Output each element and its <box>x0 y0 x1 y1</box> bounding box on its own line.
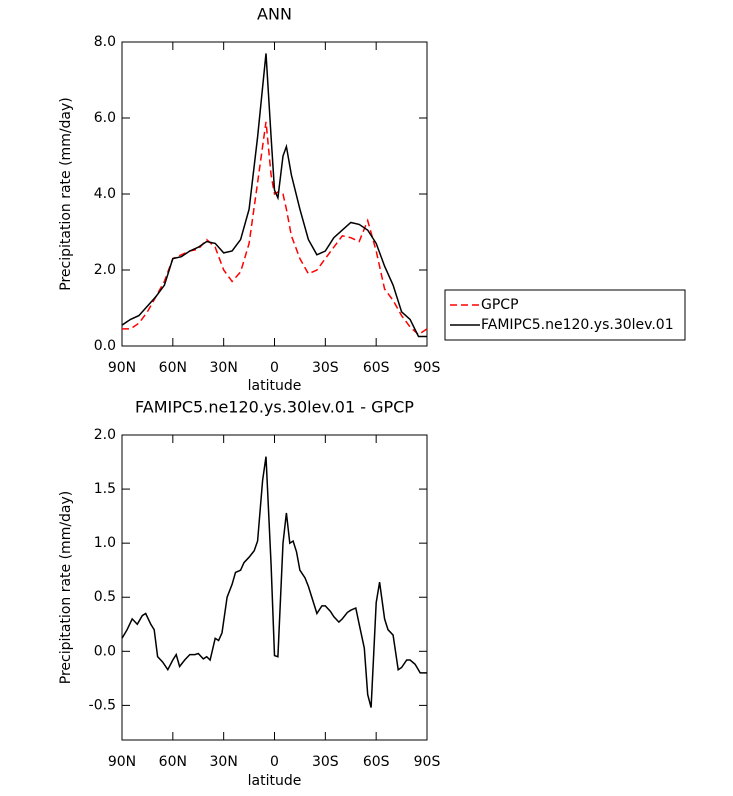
x-tick-label: 0 <box>270 360 279 376</box>
x-axis-label: latitude <box>248 773 302 789</box>
legend-label: GPCP <box>481 297 519 313</box>
y-axis-label: Precipitation rate (mm/day) <box>58 491 74 685</box>
y-tick-label: 2.0 <box>94 427 116 443</box>
x-tick-label: 90S <box>414 754 441 770</box>
x-tick-label: 90S <box>414 360 441 376</box>
x-axis-label: latitude <box>248 378 302 394</box>
x-tick-label: 60N <box>159 360 187 376</box>
x-tick-label: 0 <box>270 754 279 770</box>
chart-title: ANN <box>257 5 292 24</box>
legend-frame <box>444 289 686 341</box>
data-line <box>121 456 427 708</box>
data-line <box>122 121 428 336</box>
x-tick-label: 60N <box>159 754 187 770</box>
y-tick-label: 0.0 <box>94 643 116 659</box>
data-line <box>121 53 427 338</box>
y-axis-label: Precipitation rate (mm/day) <box>58 97 74 291</box>
x-tick-label: 30S <box>312 754 339 770</box>
y-tick-label: 0.0 <box>94 338 116 354</box>
y-tick-label: 0.5 <box>94 589 116 605</box>
x-tick-label: 90N <box>108 360 136 376</box>
y-tick-label: 1.5 <box>94 481 116 497</box>
y-tick-label: 2.0 <box>94 262 116 278</box>
legend-label: FAMIPC5.ne120.ys.30lev.01 <box>481 317 674 333</box>
plot-frame <box>121 434 428 741</box>
x-tick-label: 30N <box>210 360 238 376</box>
y-tick-label: 8.0 <box>94 34 116 50</box>
y-tick-label: 6.0 <box>94 110 116 126</box>
chart-title: FAMIPC5.ne120.ys.30lev.01 - GPCP <box>135 398 414 417</box>
y-tick-label: 1.0 <box>94 535 116 551</box>
x-tick-label: 30S <box>312 360 339 376</box>
y-tick-label: -0.5 <box>89 697 116 713</box>
y-tick-label: 4.0 <box>94 186 116 202</box>
x-tick-label: 90N <box>108 754 136 770</box>
x-tick-label: 60S <box>363 360 390 376</box>
x-tick-label: 60S <box>363 754 390 770</box>
x-tick-label: 30N <box>210 754 238 770</box>
